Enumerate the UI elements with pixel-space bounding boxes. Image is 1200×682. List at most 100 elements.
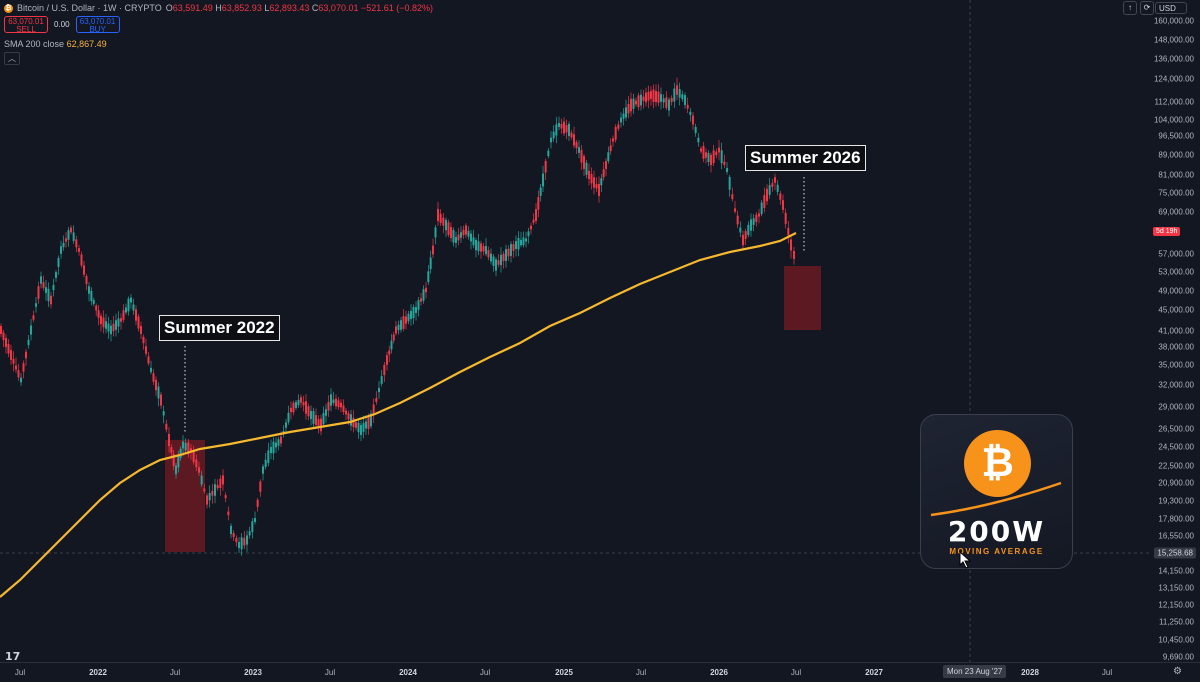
candle-body: [410, 310, 412, 320]
candle-body: [595, 184, 598, 189]
candle-body: [420, 298, 422, 302]
time-tick: Jul: [790, 668, 802, 677]
200w-logo-card: ₿ 200W MOVING AVERAGE: [920, 414, 1073, 569]
price-tick: 148,000.00: [1153, 35, 1194, 45]
chart-area[interactable]: [0, 0, 1150, 662]
candle-body: [429, 257, 432, 270]
time-tick: Jul: [479, 668, 491, 677]
candle-body: [598, 183, 600, 197]
candle-body: [25, 351, 27, 359]
price-tick: 41,000.00: [1158, 326, 1194, 336]
cursor-icon: [959, 551, 972, 569]
arrow-up-icon[interactable]: ↑: [1123, 1, 1137, 15]
candle-body: [90, 290, 93, 302]
candle-body: [497, 260, 500, 265]
price-tick: 75,000.00: [1158, 188, 1194, 198]
candle-body: [62, 242, 65, 248]
price-tick: 26,500.00: [1158, 424, 1194, 434]
sma-legend[interactable]: SMA 200 close 62,867.49: [4, 39, 107, 49]
candle-body: [402, 316, 405, 329]
candle-body: [20, 377, 22, 383]
candle-body: [427, 271, 430, 283]
summer-2022-label: Summer 2022: [159, 315, 280, 341]
candle-body: [739, 227, 742, 233]
candle-body: [522, 237, 525, 246]
candle-body: [352, 417, 355, 428]
candle-body: [684, 95, 686, 105]
currency-selector[interactable]: USD: [1155, 2, 1187, 14]
candle-body: [415, 307, 417, 313]
candle-body: [67, 230, 70, 240]
candle-body: [487, 250, 490, 258]
red-zone-2026: [784, 266, 821, 330]
candle-body: [439, 213, 442, 223]
candle-body: [357, 422, 360, 433]
candle-body: [190, 448, 192, 452]
gear-icon[interactable]: ⚙: [1173, 666, 1182, 677]
candle-body: [162, 411, 165, 416]
candle-body: [235, 537, 238, 543]
candle-body: [240, 537, 243, 550]
candle-body: [768, 185, 771, 195]
candle-body: [702, 146, 705, 159]
refresh-icon[interactable]: ⟳: [1140, 1, 1154, 15]
candle-body: [544, 160, 547, 173]
price-tick: 14,150.00: [1158, 566, 1194, 576]
candle-body: [726, 168, 728, 172]
symbol-title[interactable]: Bitcoin / U.S. Dollar · 1W · CRYPTO: [17, 3, 162, 13]
candle-body: [575, 142, 578, 148]
candle-body: [203, 488, 206, 492]
sell-button[interactable]: 63,070.01 SELL: [4, 16, 48, 34]
candle-body: [614, 126, 617, 140]
candle-body: [147, 356, 150, 364]
crosshair-price-label: 15,258.68: [1154, 547, 1196, 559]
price-chart[interactable]: [0, 0, 1150, 662]
buy-button[interactable]: 63,070.01 BUY: [75, 16, 120, 34]
candle-body: [705, 152, 707, 158]
price-tick: 32,000.00: [1158, 380, 1194, 390]
price-tick: 124,000.00: [1153, 74, 1194, 84]
candle-body: [315, 415, 317, 425]
candle-body: [211, 490, 214, 496]
candle-body: [347, 413, 350, 420]
candle-body: [380, 376, 383, 384]
chevron-up-icon[interactable]: ︿: [4, 52, 20, 65]
symbol-legend[interactable]: ₿ Bitcoin / U.S. Dollar · 1W · CRYPTO O6…: [4, 3, 433, 13]
candle-body: [184, 442, 187, 451]
axis-controls: ↑ ⟳: [1123, 1, 1154, 15]
candle-body: [609, 145, 612, 152]
tradingview-logo[interactable]: 17: [5, 650, 21, 663]
time-tick: 2026: [710, 668, 728, 677]
candle-body: [668, 99, 670, 111]
candle-body: [507, 248, 510, 257]
candle-body: [177, 456, 180, 468]
candle-body: [650, 91, 652, 99]
logo-subtitle: MOVING AVERAGE: [949, 547, 1044, 556]
price-axis[interactable]: 160,000.00 148,000.00 136,000.00 124,000.00…: [1150, 0, 1200, 662]
candle-body: [78, 248, 80, 252]
candle-body: [617, 124, 620, 129]
candle-body: [660, 94, 662, 102]
candle-body: [782, 200, 784, 210]
candle-body: [452, 229, 455, 243]
sma-value: 62,867.49: [66, 39, 107, 49]
candle-body: [517, 237, 520, 250]
candle-body: [272, 441, 275, 454]
candle-body: [728, 176, 731, 190]
spread-value: 0.00: [54, 20, 70, 29]
candle-body: [270, 446, 272, 454]
price-tick: 38,000.00: [1158, 342, 1194, 352]
candle-body: [578, 147, 580, 153]
candle-body: [407, 313, 410, 322]
candle-body: [434, 227, 437, 238]
candle-body: [227, 511, 230, 516]
candle-body: [195, 459, 198, 468]
candle-body: [224, 495, 227, 499]
candle-body: [450, 227, 452, 238]
candle-body: [125, 307, 127, 313]
price-tick: 10,450.00: [1158, 635, 1194, 645]
candle-body: [747, 224, 750, 236]
candle-body: [40, 276, 42, 284]
time-axis[interactable]: Mon 23 Aug '27 ⚙ Jul 2022 Jul 2023 Jul 2024 Ju…: [0, 662, 1200, 682]
candle-body: [85, 276, 88, 284]
